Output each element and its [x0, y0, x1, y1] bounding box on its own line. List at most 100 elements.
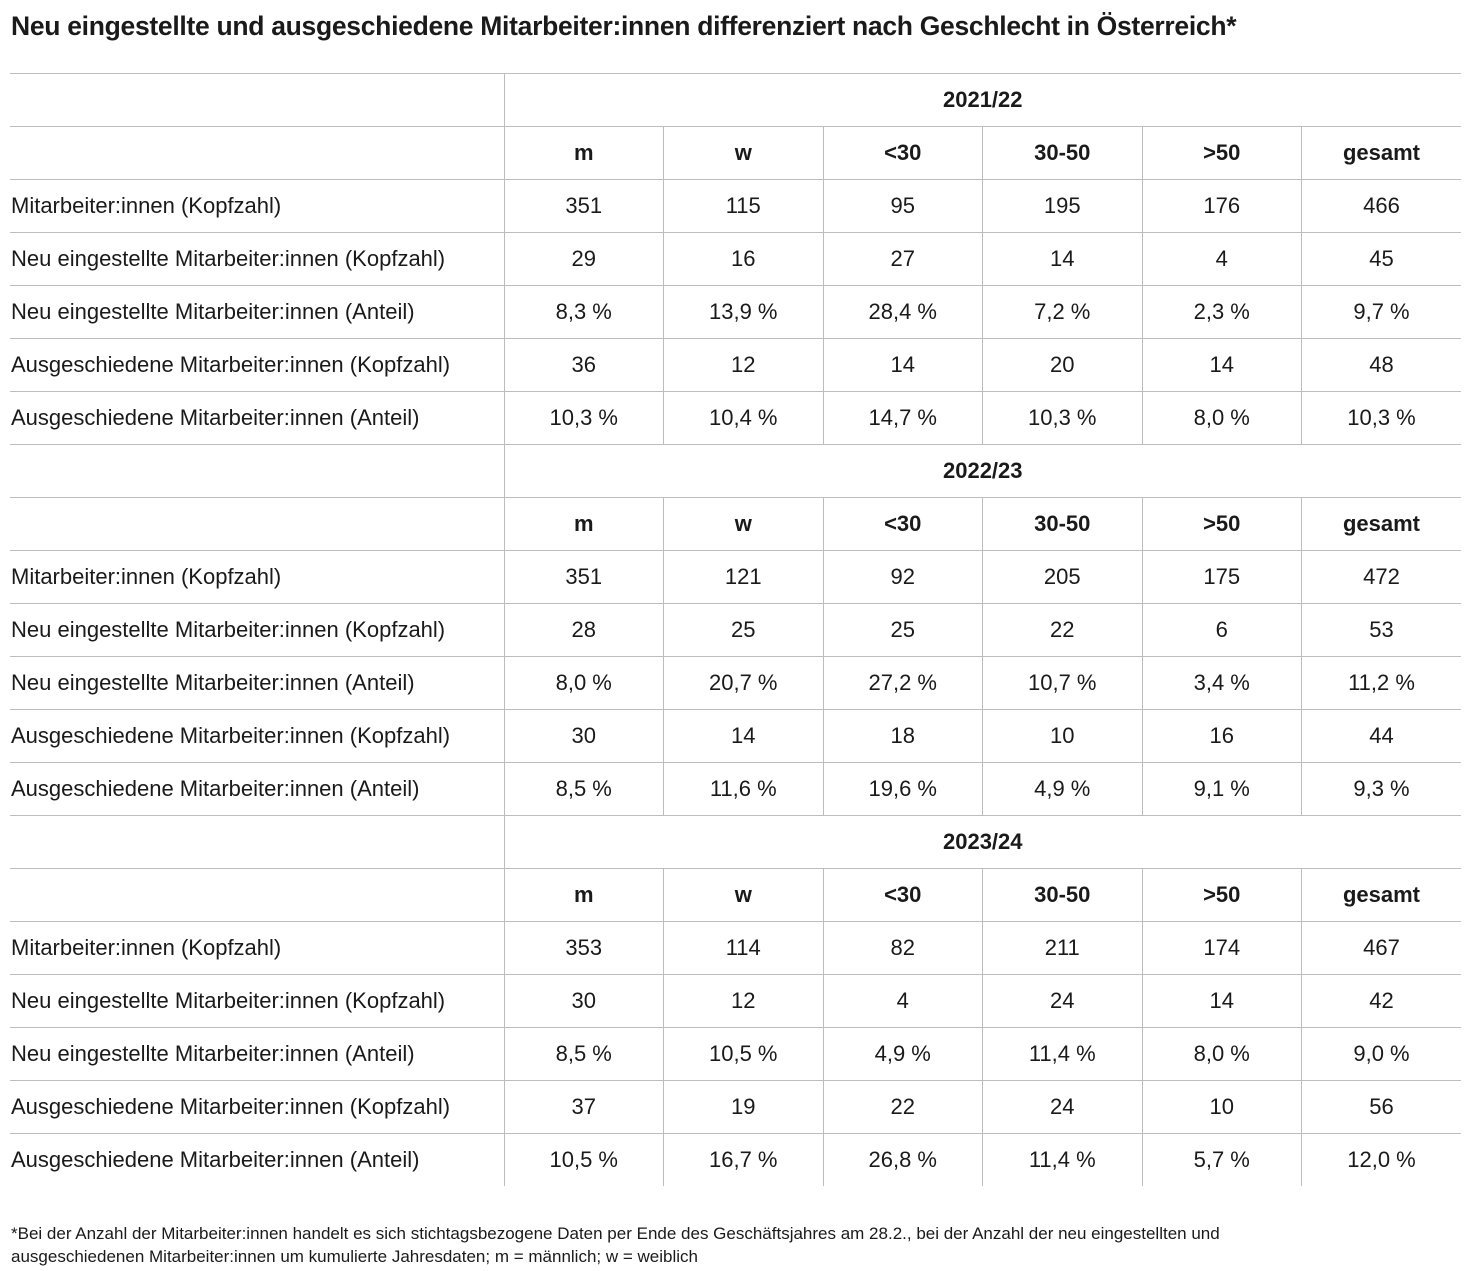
table-cell: 24	[982, 1080, 1142, 1134]
column-header: m	[503, 868, 664, 922]
table-cell: 175	[1141, 550, 1302, 604]
row-label: Neu eingestellte Mitarbeiter:innen (Ante…	[10, 1027, 504, 1081]
table-cell: 14,7 %	[822, 391, 983, 445]
row-label: Ausgeschiedene Mitarbeiter:innen (Anteil…	[10, 391, 504, 445]
table-cell: 3,4 %	[1141, 656, 1302, 710]
table-cell: 92	[822, 550, 983, 604]
table-row: Ausgeschiedene Mitarbeiter:innen (Anteil…	[10, 1133, 1461, 1186]
employee-table: 2021/22 m w <30 30-50 >50 gesamt Mitarbeiter:in…	[10, 73, 1461, 1186]
table-cell: 466	[1301, 179, 1461, 233]
table-cell: 10	[982, 709, 1142, 763]
table-cell: 114	[663, 921, 823, 975]
table-cell: 27	[822, 232, 983, 286]
row-label: Neu eingestellte Mitarbeiter:innen (Ante…	[10, 656, 504, 710]
column-header: w	[663, 497, 823, 551]
table-cell: 4,9 %	[822, 1027, 983, 1081]
row-label: Mitarbeiter:innen (Kopfzahl)	[10, 550, 504, 604]
row-label: Ausgeschiedene Mitarbeiter:innen (Anteil…	[11, 1147, 420, 1172]
column-header: gesamt	[1301, 497, 1461, 551]
table-row: Neu eingestellte Mitarbeiter:innen (Ante…	[10, 1027, 1461, 1081]
row-label: Mitarbeiter:innen (Kopfzahl)	[10, 179, 504, 233]
table-cell: 10,3 %	[1301, 391, 1461, 445]
table-cell: 467	[1301, 921, 1461, 975]
column-header: 30-50	[982, 868, 1142, 922]
table-cell: 8,3 %	[503, 285, 664, 339]
table-cell: 176	[1141, 179, 1302, 233]
table-cell: 10,3 %	[503, 391, 664, 445]
year-header-row: 2021/22	[10, 73, 1461, 127]
table-cell: 29	[503, 232, 664, 286]
table-cell: 82	[822, 921, 983, 975]
table-cell: 26,8 %	[822, 1133, 983, 1186]
table-cell: 36	[503, 338, 664, 392]
table-cell: 14	[663, 709, 823, 763]
table-cell: 95	[822, 179, 983, 233]
table-cell: 8,0 %	[1141, 391, 1302, 445]
table-cell: 20	[982, 338, 1142, 392]
table-cell: 4,9 %	[982, 762, 1142, 816]
table-cell: 10,4 %	[663, 391, 823, 445]
table-cell: 4	[822, 974, 983, 1028]
row-label: Ausgeschiedene Mitarbeiter:innen (Kopfza…	[10, 338, 504, 392]
table-cell: 6	[1141, 603, 1302, 657]
table-cell: 9,3 %	[1301, 762, 1461, 816]
table-cell: 22	[982, 603, 1142, 657]
row-label: Neu eingestellte Mitarbeiter:innen (Kopf…	[10, 232, 504, 286]
table-cell: 13,9 %	[663, 285, 823, 339]
row-label: Ausgeschiedene Mitarbeiter:innen (Kopfza…	[10, 1080, 504, 1134]
table-row: Ausgeschiedene Mitarbeiter:innen (Kopfza…	[10, 338, 1461, 392]
column-header: w	[663, 126, 823, 180]
table-cell: 174	[1141, 921, 1302, 975]
table-cell: 4	[1141, 232, 1302, 286]
table-cell: 10	[1141, 1080, 1302, 1134]
table-cell: 19	[663, 1080, 823, 1134]
page-title: Neu eingestellte und ausgeschiedene Mita…	[11, 11, 1237, 41]
row-label: Neu eingestellte Mitarbeiter:innen (Kopf…	[10, 603, 504, 657]
table-cell: 8,0 %	[503, 656, 664, 710]
table-cell: 10,5 %	[503, 1133, 664, 1186]
table-cell: 45	[1301, 232, 1461, 286]
table-cell: 5,7 %	[1141, 1133, 1302, 1186]
empty-cell	[10, 444, 504, 498]
table-cell: 24	[982, 974, 1142, 1028]
fiscal-year-heading: 2022/23	[503, 444, 1461, 498]
table-row: Ausgeschiedene Mitarbeiter:innen (Kopfza…	[10, 1080, 1461, 1134]
empty-cell	[10, 126, 504, 180]
table-cell: 12	[663, 338, 823, 392]
column-header: <30	[822, 497, 983, 551]
table-row: Mitarbeiter:innen (Kopfzahl) 351 115 95 195 1…	[10, 179, 1461, 233]
column-header: m	[503, 126, 664, 180]
table-cell: 16	[663, 232, 823, 286]
column-header-row: m w <30 30-50 >50 gesamt	[10, 868, 1461, 922]
table-cell: 9,0 %	[1301, 1027, 1461, 1081]
table-cell: 12	[663, 974, 823, 1028]
table-cell: 14	[982, 232, 1142, 286]
table-body: 2021/22 m w <30 30-50 >50 gesamt Mitarbeiter:in…	[10, 73, 1461, 1186]
column-header: m	[503, 497, 664, 551]
column-header-row: m w <30 30-50 >50 gesamt	[10, 126, 1461, 180]
fiscal-year-heading: 2021/22	[503, 73, 1461, 127]
column-header: >50	[1141, 126, 1302, 180]
table-cell: 12,0 %	[1301, 1133, 1461, 1186]
table-cell: 211	[982, 921, 1142, 975]
column-header: <30	[822, 868, 983, 922]
table-cell: 351	[503, 179, 664, 233]
table-cell: 42	[1301, 974, 1461, 1028]
year-header-row: 2022/23	[10, 444, 1461, 498]
footnote: *Bei der Anzahl der Mitarbeiter:innen ha…	[11, 1222, 1461, 1268]
table-cell: 16,7 %	[663, 1133, 823, 1186]
column-header-row: m w <30 30-50 >50 gesamt	[10, 497, 1461, 551]
empty-cell	[10, 73, 504, 127]
table-cell: 115	[663, 179, 823, 233]
row-label: Ausgeschiedene Mitarbeiter:innen (Kopfza…	[10, 709, 504, 763]
row-label: Mitarbeiter:innen (Kopfzahl)	[10, 921, 504, 975]
table-cell: 121	[663, 550, 823, 604]
table-cell: 8,0 %	[1141, 1027, 1302, 1081]
table-row: Mitarbeiter:innen (Kopfzahl) 353 114 82 211 1…	[10, 921, 1461, 975]
table-row: Neu eingestellte Mitarbeiter:innen (Kopf…	[10, 603, 1461, 657]
table-cell: 19,6 %	[822, 762, 983, 816]
table-cell: 351	[503, 550, 664, 604]
table-cell: 28	[503, 603, 664, 657]
empty-cell	[10, 868, 504, 922]
table-cell: 353	[503, 921, 664, 975]
